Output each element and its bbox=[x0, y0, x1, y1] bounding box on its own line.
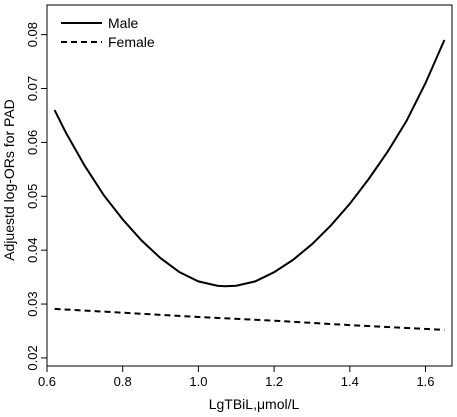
x-tick-label: 0.8 bbox=[114, 374, 132, 389]
y-tick-label: 0.03 bbox=[25, 291, 40, 316]
x-tick-label: 1.6 bbox=[416, 374, 434, 389]
x-axis: 0.6 0.8 1.0 1.2 1.4 1.6 bbox=[38, 366, 435, 389]
x-tick-label: 1.2 bbox=[265, 374, 283, 389]
y-axis: 0.02 0.03 0.04 0.05 0.06 0.07 0.08 bbox=[25, 22, 47, 371]
series-layer bbox=[53, 39, 446, 331]
plot-frame bbox=[46, 4, 453, 367]
y-tick-label: 0.07 bbox=[25, 76, 40, 101]
plot-border bbox=[46, 4, 453, 367]
y-axis-title: Adjuestd log-ORs for PAD bbox=[1, 99, 17, 261]
series-line-female bbox=[54, 307, 445, 331]
legend-label-male: Male bbox=[108, 15, 139, 31]
legend: Male Female bbox=[61, 15, 155, 50]
y-tick-label: 0.04 bbox=[25, 238, 40, 263]
legend-label-female: Female bbox=[108, 34, 155, 50]
x-tick-label: 1.4 bbox=[341, 374, 359, 389]
x-tick-label: 0.6 bbox=[38, 374, 56, 389]
y-tick-label: 0.02 bbox=[25, 345, 40, 370]
series-line-male bbox=[53, 39, 446, 288]
x-tick-label: 1.0 bbox=[189, 374, 207, 389]
y-tick-label: 0.05 bbox=[25, 184, 40, 209]
y-tick-label: 0.06 bbox=[25, 130, 40, 155]
x-axis-title: LgTBiL,μmol/L bbox=[209, 396, 300, 412]
y-tick-label: 0.08 bbox=[25, 22, 40, 47]
